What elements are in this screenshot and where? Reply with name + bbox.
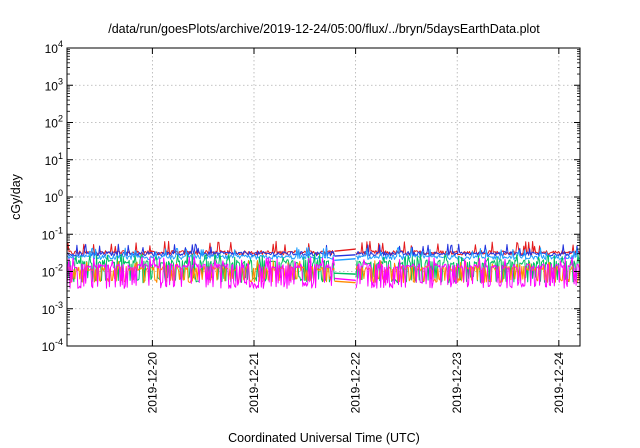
- series-gap-line-1: [334, 254, 356, 257]
- x-axis-label: Coordinated Universal Time (UTC): [228, 431, 420, 445]
- x-tick-label: 2019-12-20: [145, 352, 159, 414]
- y-axis-label: cGy/day: [9, 173, 23, 220]
- series-line-2: [66, 246, 335, 260]
- series-line-0: [356, 240, 581, 256]
- x-tick-label: 2019-12-22: [349, 352, 363, 414]
- series-line-4: [66, 260, 335, 284]
- series-layer: [66, 240, 581, 289]
- x-tick-label: 2019-12-24: [552, 352, 566, 414]
- series-gap-line-2: [334, 258, 356, 261]
- y-tick-label: 103: [45, 76, 63, 93]
- series-line-1: [355, 243, 581, 257]
- y-tick-label: 10-1: [42, 225, 63, 242]
- ticks: 104 103 102 101 100 10-1 10-2 10-3 10-4 2019-12-2…: [42, 39, 580, 413]
- y-tick-label: 102: [45, 114, 63, 131]
- series-line-2: [355, 247, 581, 260]
- series-line-5: [66, 256, 335, 289]
- series-gap-line-3: [334, 272, 356, 275]
- x-tick-label: 2019-12-23: [450, 352, 464, 414]
- y-tick-label: 104: [45, 39, 63, 56]
- series-gap-line-4: [334, 280, 356, 284]
- x-tick-label: 2019-12-21: [247, 352, 261, 414]
- y-tick-label: 101: [45, 151, 63, 168]
- series-line-5: [355, 256, 581, 289]
- series-gap-line-5: [334, 277, 356, 282]
- series-gap-line-0: [334, 248, 356, 252]
- y-tick-label: 100: [45, 188, 63, 205]
- y-tick-label: 10-4: [42, 337, 63, 354]
- y-tick-label: 10-2: [42, 263, 63, 280]
- chart-title: /data/run/goesPlots/archive/2019-12-24/0…: [108, 22, 540, 36]
- y-tick-label: 10-3: [42, 300, 63, 317]
- grid: [67, 48, 580, 346]
